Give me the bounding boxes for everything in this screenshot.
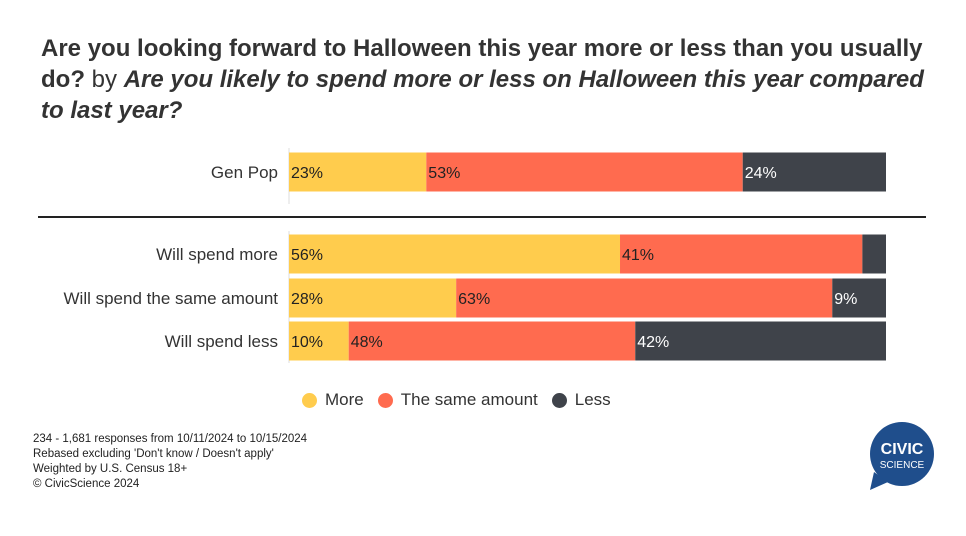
bar-less-will-spend-less bbox=[635, 321, 886, 361]
data-label-less-will-spend-the-same-amount: 9% bbox=[834, 291, 857, 308]
legend-item-more: More bbox=[302, 390, 364, 410]
legend-item-less: Less bbox=[551, 390, 611, 410]
data-label-more-gen-pop: 23% bbox=[291, 165, 323, 182]
data-label-the-same-amount-gen-pop: 53% bbox=[428, 165, 460, 182]
legend-swatch-more bbox=[302, 392, 317, 408]
bar-more-will-spend-more bbox=[289, 234, 621, 274]
bar-less-gen-pop bbox=[742, 152, 886, 192]
bar-more-gen-pop bbox=[289, 152, 427, 192]
data-label-less-will-spend-less: 42% bbox=[637, 334, 669, 351]
data-label-more-will-spend-the-same-amount: 28% bbox=[291, 291, 323, 308]
footnotes: 234 - 1,681 responses from 10/11/2024 to… bbox=[33, 432, 307, 492]
bar-the-same-amount-will-spend-more bbox=[620, 234, 863, 274]
bar-the-same-amount-gen-pop bbox=[426, 152, 743, 192]
civicscience-logo: CIVIC SCIENCE bbox=[870, 422, 934, 490]
logo-text-line2: SCIENCE bbox=[880, 460, 925, 471]
logo-speech-tail bbox=[870, 472, 888, 490]
legend-label-more: More bbox=[325, 390, 364, 409]
bar-less-will-spend-more bbox=[862, 234, 886, 274]
bar-less-will-spend-the-same-amount bbox=[832, 278, 886, 318]
data-label-the-same-amount-will-spend-the-same-amount: 63% bbox=[458, 291, 490, 308]
bar-more-will-spend-less bbox=[289, 321, 349, 361]
title-connector: by bbox=[91, 66, 118, 93]
logo-text-line1: CIVIC bbox=[881, 441, 924, 458]
chart-title: Are you looking forward to Halloween thi… bbox=[41, 33, 941, 126]
category-label-will-spend-less: Will spend less bbox=[165, 332, 278, 351]
data-label-the-same-amount-will-spend-more: 41% bbox=[622, 247, 654, 264]
data-label-more-will-spend-less: 10% bbox=[291, 334, 323, 351]
data-label-the-same-amount-will-spend-less: 48% bbox=[351, 334, 383, 351]
category-label-will-spend-the-same-amount: Will spend the same amount bbox=[64, 289, 279, 308]
title-question-2: Are you likely to spend more or less on … bbox=[41, 66, 924, 124]
legend-item-same: The same amount bbox=[377, 390, 538, 410]
legend-swatch-same bbox=[377, 392, 393, 408]
data-label-less-gen-pop: 24% bbox=[745, 165, 777, 182]
category-label-gen-pop: Gen Pop bbox=[211, 163, 278, 182]
chart-legend: More The same amount Less bbox=[302, 390, 625, 410]
legend-swatch-less bbox=[551, 392, 567, 408]
footnote-weighting: Weighted by U.S. Census 18+ bbox=[33, 463, 188, 475]
legend-label-less: Less bbox=[574, 390, 611, 409]
bar-more-will-spend-the-same-amount bbox=[289, 278, 457, 318]
legend-label-same: The same amount bbox=[400, 390, 538, 409]
bar-the-same-amount-will-spend-the-same-amount bbox=[456, 278, 833, 318]
data-label-more-will-spend-more: 56% bbox=[291, 247, 323, 264]
logo-circle bbox=[870, 422, 934, 486]
title-question-1: Are you looking forward to Halloween thi… bbox=[41, 35, 923, 93]
footnote-responses: 234 - 1,681 responses from 10/11/2024 to… bbox=[33, 433, 308, 445]
footnote-rebased: Rebased excluding 'Don't know / Doesn't … bbox=[33, 448, 274, 460]
bar-the-same-amount-will-spend-less bbox=[348, 321, 636, 361]
category-label-will-spend-more: Will spend more bbox=[156, 245, 278, 264]
footnote-copyright: © CivicScience 2024 bbox=[33, 478, 140, 490]
